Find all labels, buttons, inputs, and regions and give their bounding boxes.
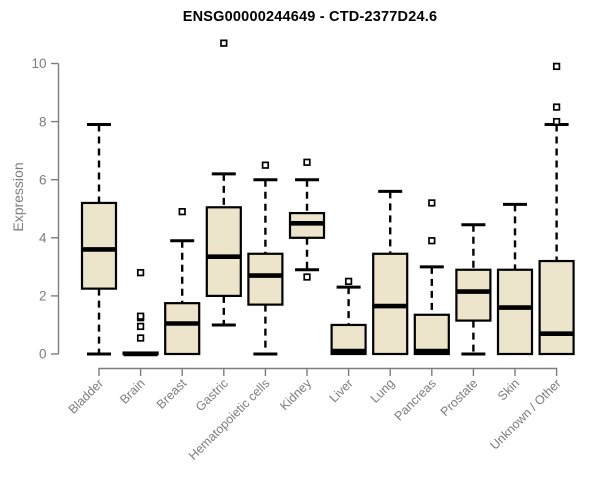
box-breast <box>164 208 201 356</box>
x-tick-label: Kidney <box>277 376 314 413</box>
outlier-point <box>136 269 145 277</box>
y-tick-label: 8 <box>39 114 47 129</box>
x-tick-label: Gastric <box>193 376 231 414</box>
box-lung <box>372 189 409 356</box>
box-bladder <box>80 123 118 356</box>
box-rect <box>413 313 450 356</box>
outlier-point <box>344 277 353 286</box>
outlier-point <box>428 199 436 207</box>
x-tick-label: Breast <box>154 376 190 412</box>
box-rect <box>496 268 534 356</box>
box-rect <box>80 201 118 290</box>
box-rect <box>205 206 242 298</box>
outlier-point <box>303 273 311 281</box>
outlier-point <box>428 237 436 245</box>
outlier-point <box>220 39 228 47</box>
box-kidney <box>288 158 326 281</box>
x-tick-label: Liver <box>327 376 356 405</box>
x-tick-label: Hematopoietic cells <box>186 376 273 463</box>
outlier-point <box>552 62 561 71</box>
box-hematopoietic-cells <box>247 161 284 356</box>
x-tick-label: Unknown / Other <box>487 376 563 452</box>
chart-title: ENSG00000244649 - CTD-2377D24.6 <box>182 9 438 25</box>
box-rect <box>538 259 575 356</box>
x-tick-label: Lung <box>368 376 398 406</box>
box-skin <box>496 202 534 356</box>
box-brain <box>122 269 159 357</box>
box-prostate <box>455 223 492 356</box>
x-tick-label: Skin <box>495 376 522 403</box>
x-tick-label: Prostate <box>438 376 481 419</box>
outlier-point <box>178 208 186 216</box>
outlier-point <box>136 312 145 320</box>
x-tick-label: Bladder <box>66 376 106 416</box>
y-tick-label: 10 <box>31 56 46 71</box>
box-pancreas <box>413 199 450 356</box>
box-gastric <box>205 39 242 327</box>
outlier-point <box>136 334 145 342</box>
box-unknown-other <box>538 62 575 356</box>
outlier-point <box>552 117 561 126</box>
box-rect <box>164 302 201 356</box>
outlier-point <box>136 322 145 331</box>
outlier-point <box>552 103 561 111</box>
x-tick-label: Brain <box>117 376 148 407</box>
outlier-point <box>261 161 270 169</box>
y-tick-label: 0 <box>39 347 47 362</box>
y-tick-label: 6 <box>39 172 47 187</box>
x-tick-label: Pancreas <box>392 376 439 423</box>
outlier-point <box>303 158 311 166</box>
y-tick-label: 4 <box>39 231 47 246</box>
box-rect <box>455 268 492 322</box>
box-liver <box>330 277 367 356</box>
box-rect <box>247 252 284 306</box>
y-tick-label: 2 <box>39 289 47 304</box>
